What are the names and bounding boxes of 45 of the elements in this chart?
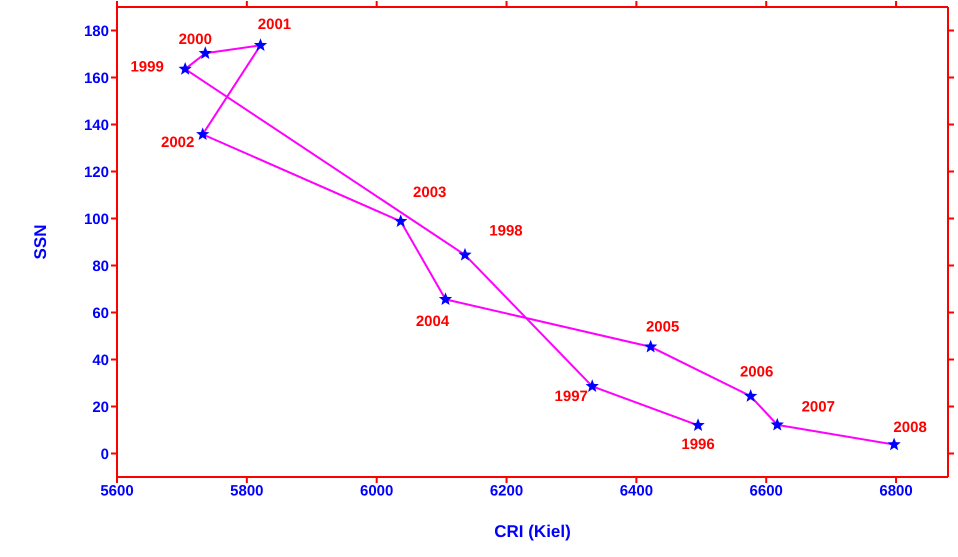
- annotation: 2002: [161, 134, 194, 151]
- point: [458, 248, 472, 261]
- point: [586, 379, 599, 392]
- y-tick-label: 40: [92, 352, 109, 369]
- annotation: 2005: [646, 318, 680, 336]
- point: [644, 340, 658, 352]
- annotation: 2006: [740, 364, 774, 381]
- annotation: 1999: [130, 58, 164, 76]
- x-tick-label: 5600: [100, 482, 134, 500]
- x-tick-label: 6600: [750, 482, 783, 500]
- point: [254, 38, 268, 51]
- annotation: 2001: [258, 16, 292, 33]
- y-tick-label: 120: [84, 164, 109, 181]
- y-tick-label: 80: [92, 258, 109, 275]
- point: [691, 418, 705, 431]
- point: [178, 62, 192, 75]
- y-tick-label: 60: [92, 304, 109, 322]
- annotation: 2000: [178, 30, 212, 48]
- x-tick-label: 6800: [879, 482, 913, 500]
- y-tick-label: 180: [84, 22, 109, 40]
- point: [198, 46, 212, 59]
- point: [196, 127, 210, 140]
- point: [887, 438, 901, 450]
- annotation: 2008: [893, 419, 927, 436]
- annotation: 2007: [802, 398, 835, 416]
- y-tick-label: 0: [100, 446, 109, 463]
- y-axis-title: SSN: [31, 224, 50, 260]
- x-tick-label: 6000: [360, 482, 394, 500]
- annotation: 2003: [413, 184, 446, 201]
- annotation: 2004: [416, 312, 450, 330]
- point: [744, 389, 758, 402]
- point: [394, 214, 408, 227]
- x-axis-title: CRI (Kiel): [494, 522, 571, 541]
- x-tick-label: 6400: [620, 482, 654, 500]
- y-tick-label: 100: [84, 210, 109, 228]
- annotation: 1996: [681, 436, 715, 453]
- x-tick-label: 6200: [490, 482, 524, 500]
- point: [438, 292, 452, 306]
- point: [770, 418, 784, 430]
- y-tick-label: 140: [84, 116, 109, 134]
- y-tick-label: 160: [84, 70, 109, 87]
- y-tick-label: 20: [92, 398, 109, 416]
- x-tick-label: 5800: [230, 482, 264, 500]
- annotation: 1998: [489, 222, 523, 240]
- annotation: 1997: [554, 388, 588, 405]
